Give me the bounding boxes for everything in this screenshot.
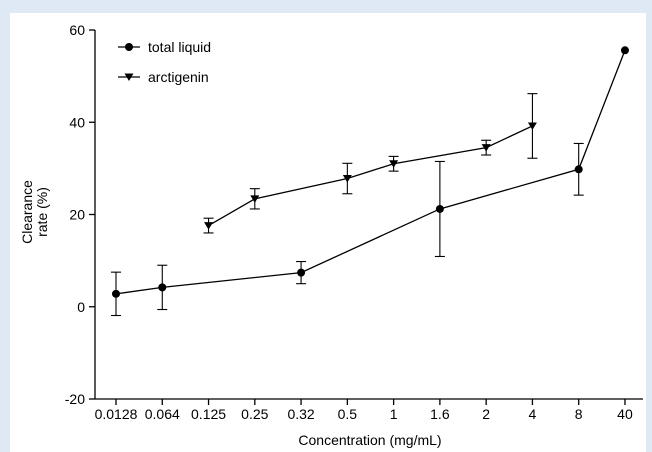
x-tick-label: 0.064 [145, 406, 180, 422]
legend-marker [124, 73, 134, 81]
x-tick-label: 0.5 [338, 406, 358, 422]
chart-panel [10, 13, 646, 452]
x-tick-label: 8 [575, 406, 583, 422]
data-point [297, 268, 306, 277]
data-point [481, 144, 491, 152]
data-point [158, 283, 167, 292]
data-point [527, 122, 537, 130]
series-layer [111, 46, 629, 317]
y-axis-title-line1: Clearance [19, 180, 35, 244]
x-axis-title: Concentration (mg/mL) [298, 432, 441, 448]
x-tick-label: 1 [390, 406, 398, 422]
x-tick-label: 0.25 [241, 406, 268, 422]
data-point [112, 289, 120, 298]
x-tick-label: 1.6 [430, 406, 450, 422]
legend: total liquid arctigenin [118, 39, 211, 85]
x-tick-label: 0.32 [287, 406, 314, 422]
series-circle [111, 46, 629, 317]
legend-item: total liquid [118, 39, 211, 55]
y-tick-label: 40 [69, 114, 85, 130]
data-point [620, 46, 629, 55]
y-tick-label: 60 [69, 22, 85, 38]
y-tick-label: -20 [65, 391, 85, 407]
y-tick-label: 20 [69, 207, 85, 223]
series-line [208, 125, 533, 227]
legend-marker [125, 43, 133, 51]
data-point [250, 195, 260, 203]
data-point [342, 175, 352, 183]
y-axis-title-line2: rate (%) [34, 187, 50, 237]
x-tick-label: 40 [617, 406, 633, 422]
x-tick-label: 0.0128 [95, 406, 138, 422]
x-tick-label: 4 [529, 406, 537, 422]
data-point [435, 204, 444, 213]
x-tick-label: 0.125 [191, 406, 226, 422]
data-point [574, 165, 583, 174]
x-tick-label: 2 [482, 406, 490, 422]
axes: -20 0 20 40 60 0.0128 0.064 0.125 0.25 0.32 0.5 1 1.… [65, 22, 643, 422]
legend-item: arctigenin [118, 69, 209, 85]
y-tick-label: 0 [77, 299, 85, 315]
legend-label: arctigenin [148, 69, 209, 85]
data-point [204, 222, 214, 230]
data-point [389, 160, 399, 168]
series-line [115, 50, 626, 295]
legend-label: total liquid [148, 39, 211, 55]
series-triangle-down [203, 93, 538, 234]
